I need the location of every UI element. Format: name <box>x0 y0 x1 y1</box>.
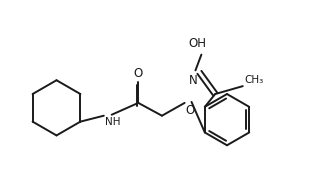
Text: NH: NH <box>105 117 120 127</box>
Text: OH: OH <box>189 37 206 50</box>
Text: N: N <box>189 74 197 87</box>
Text: O: O <box>134 67 143 80</box>
Text: CH₃: CH₃ <box>245 75 264 85</box>
Text: O: O <box>186 104 195 117</box>
